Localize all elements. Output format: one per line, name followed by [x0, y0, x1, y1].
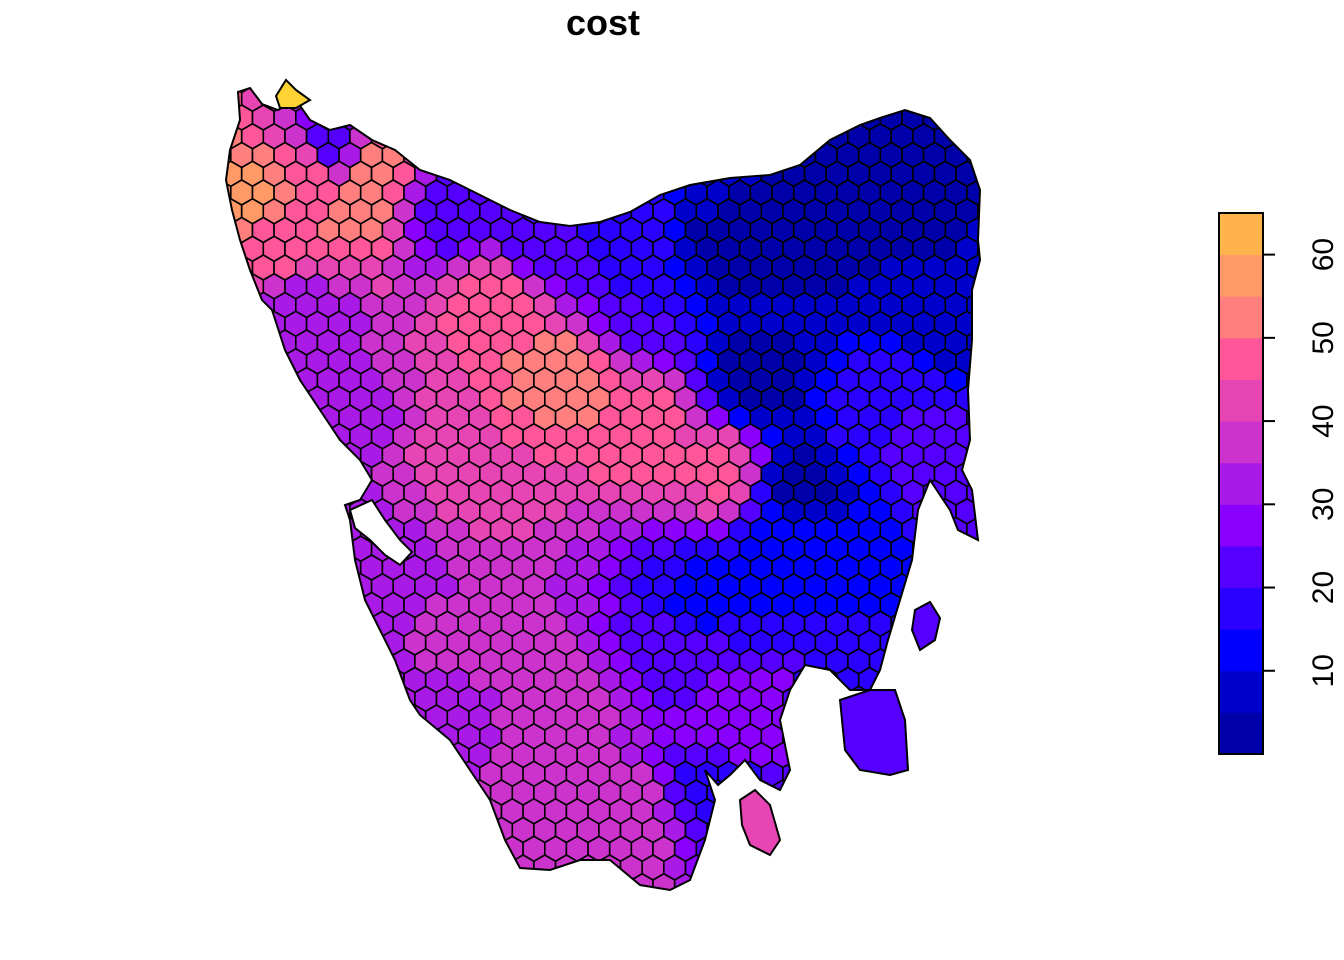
island-bruny — [738, 788, 782, 857]
legend-ticks: 10 20 30 40 50 60 — [1263, 238, 1340, 687]
legend-swatch — [1219, 296, 1263, 339]
legend-swatch — [1219, 213, 1263, 256]
legend-tick-label: 30 — [1307, 488, 1340, 521]
legend-swatch — [1219, 421, 1263, 464]
island-north-west — [274, 78, 312, 109]
legend-swatch — [1219, 712, 1263, 755]
legend-swatch — [1219, 629, 1263, 672]
legend-colorbar — [1219, 213, 1263, 755]
legend-swatch — [1219, 337, 1263, 380]
legend-tick-label: 40 — [1307, 404, 1340, 437]
hex-cell — [976, 197, 980, 225]
legend-tick-label: 20 — [1307, 571, 1340, 604]
legend-swatch — [1219, 379, 1263, 422]
macquarie-harbour — [348, 498, 414, 567]
island-tasman — [838, 689, 910, 777]
legend-swatch — [1219, 254, 1263, 297]
legend-swatch — [1219, 587, 1263, 630]
legend-swatch — [1219, 545, 1263, 589]
map-title: cost — [565, 2, 641, 43]
island-maria — [910, 600, 942, 652]
legend-tick-label: 60 — [1307, 238, 1340, 271]
legend-swatch — [1219, 670, 1263, 713]
legend-tick-label: 50 — [1307, 321, 1340, 354]
legend-swatch — [1219, 462, 1263, 505]
legend-swatch — [1219, 504, 1263, 547]
legend-tick-label: 10 — [1307, 654, 1340, 687]
